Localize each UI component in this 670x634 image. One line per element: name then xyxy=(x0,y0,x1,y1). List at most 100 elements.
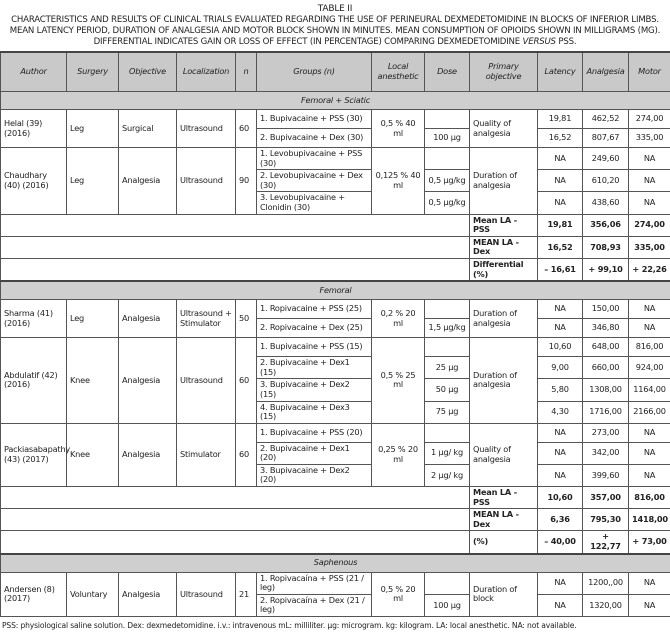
summary-motor: 1418,00 xyxy=(629,509,670,531)
header-analgesia: Analgesia xyxy=(583,52,629,92)
motor: NA xyxy=(629,423,670,442)
summary-latency: – 40,00 xyxy=(538,531,583,554)
n: 50 xyxy=(236,300,257,338)
surgery: Voluntary xyxy=(67,572,119,616)
group: 2. Bupivacaine + Dex1 (15) xyxy=(257,357,372,379)
section-row: Femoral xyxy=(1,281,670,300)
author: Chaudhary (40) (2016) xyxy=(1,148,67,215)
analgesia: 150,00 xyxy=(583,300,629,319)
analgesia: 273,00 xyxy=(583,423,629,442)
analgesia: 807,67 xyxy=(583,129,629,148)
analgesia: 1716,00 xyxy=(583,401,629,423)
dose: 25 µg xyxy=(425,357,470,379)
header-dose: Dose xyxy=(425,52,470,92)
primary-objective: Quality of analgesia xyxy=(470,423,538,486)
author: Helal (39) (2016) xyxy=(1,110,67,148)
header-latency: Latency xyxy=(538,52,583,92)
caption-italic: VERSUS xyxy=(523,37,556,47)
analgesia: 1320,00 xyxy=(583,594,629,616)
summary-label: Mean LA - PSS xyxy=(470,487,538,509)
section-row: Femoral + Sciatic xyxy=(1,92,670,110)
local-anesthetic: 0,5 % 25 ml xyxy=(372,338,425,424)
summary-analgesia: + 122,77 xyxy=(583,531,629,554)
primary-objective: Quality of analgesia xyxy=(470,110,538,148)
summary-latency: 16,52 xyxy=(538,236,583,258)
dose: 1 µg/ kg xyxy=(425,442,470,464)
latency: NA xyxy=(538,442,583,464)
analgesia: 346,80 xyxy=(583,319,629,338)
dose xyxy=(425,423,470,442)
summary-motor: + 73,00 xyxy=(629,531,670,554)
group: 1. Ropivacaine + PSS (25) xyxy=(257,300,372,319)
summary-analgesia: 708,93 xyxy=(583,236,629,258)
summary-motor: 335,00 xyxy=(629,236,670,258)
summary-label: MEAN LA - Dex xyxy=(470,236,538,258)
surgery: Knee xyxy=(67,338,119,424)
header-n: n xyxy=(236,52,257,92)
summary-latency: 6,36 xyxy=(538,509,583,531)
analgesia: 610,20 xyxy=(583,170,629,192)
analgesia: 462,52 xyxy=(583,110,629,129)
n: 60 xyxy=(236,423,257,486)
analgesia: 399,60 xyxy=(583,464,629,486)
summary-row: (%)– 40,00+ 122,77+ 73,00 xyxy=(1,531,670,554)
motor: 816,00 xyxy=(629,338,670,357)
latency: NA xyxy=(538,594,583,616)
objective: Analgesia xyxy=(119,338,177,424)
analgesia: 249,60 xyxy=(583,148,629,170)
summary-spacer xyxy=(1,531,470,554)
section-title: Femoral + Sciatic xyxy=(1,92,670,110)
objective: Analgesia xyxy=(119,148,177,215)
summary-label: Mean LA - PSS xyxy=(470,214,538,236)
localization: Ultrasound xyxy=(177,110,236,148)
summary-latency: – 16,61 xyxy=(538,258,583,281)
summary-spacer xyxy=(1,509,470,531)
localization: Ultrasound xyxy=(177,148,236,215)
local-anesthetic: 0,5 % 40 ml xyxy=(372,110,425,148)
objective: Surgical xyxy=(119,110,177,148)
motor: NA xyxy=(629,300,670,319)
latency: NA xyxy=(538,170,583,192)
summary-motor: 816,00 xyxy=(629,487,670,509)
motor: NA xyxy=(629,148,670,170)
author: Andersen (8) (2017) xyxy=(1,572,67,616)
objective: Analgesia xyxy=(119,423,177,486)
summary-row: Differential (%)– 16,61+ 99,10+ 22,26 xyxy=(1,258,670,281)
local-anesthetic: 0,125 % 40 ml xyxy=(372,148,425,215)
author: Sharma (41) (2016) xyxy=(1,300,67,338)
motor: 924,00 xyxy=(629,357,670,379)
dose: 100 µg xyxy=(425,594,470,616)
header-localization: Localization xyxy=(177,52,236,92)
primary-objective: Duration of analgesia xyxy=(470,338,538,424)
summary-analgesia: 795,30 xyxy=(583,509,629,531)
group: 2. Levobupivacaine + Dex (30) xyxy=(257,170,372,192)
section-title: Femoral xyxy=(1,281,670,300)
latency: 4,30 xyxy=(538,401,583,423)
table-number: TABLE II xyxy=(0,4,670,15)
localization: Ultrasound xyxy=(177,572,236,616)
analgesia: 1200,,00 xyxy=(583,572,629,594)
dose: 2 µg/ kg xyxy=(425,464,470,486)
group: 3. Bupivacaine + Dex2 (15) xyxy=(257,379,372,401)
author: Packiasabapathy (43) (2017) xyxy=(1,423,67,486)
dose: 0,5 µg/kg xyxy=(425,192,470,214)
primary-objective: Duration of block xyxy=(470,572,538,616)
group: 2. Ropivacaine + Dex (25) xyxy=(257,319,372,338)
motor: NA xyxy=(629,572,670,594)
latency: NA xyxy=(538,300,583,319)
latency: 19,81 xyxy=(538,110,583,129)
summary-motor: 274,00 xyxy=(629,214,670,236)
objective: Analgesia xyxy=(119,572,177,616)
dose: 0,5 µg/kg xyxy=(425,170,470,192)
n: 60 xyxy=(236,110,257,148)
footnote: PSS: physiological saline solution. Dex:… xyxy=(0,617,670,634)
latency: 16,52 xyxy=(538,129,583,148)
